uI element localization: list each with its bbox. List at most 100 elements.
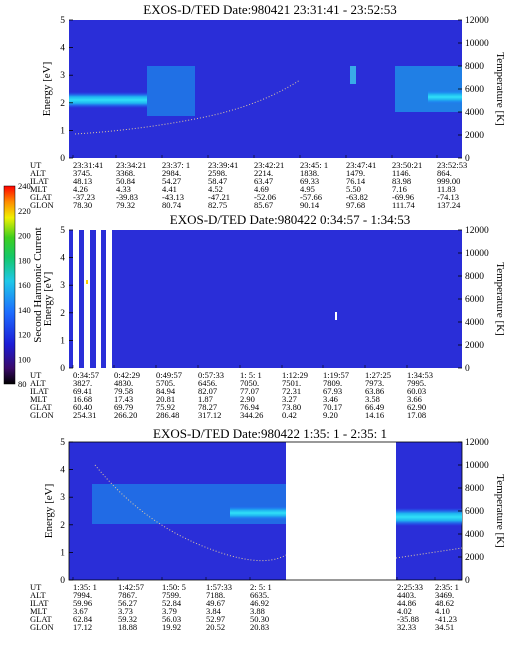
ephemeris-cell: 1:50: 5: [162, 582, 186, 592]
panel-2-stripe-4: [106, 230, 112, 368]
ephemeris-cell: 52.84: [162, 598, 182, 608]
ephemeris-cell: 254.31: [73, 410, 96, 420]
ephemeris-cell: 4.02: [397, 606, 412, 616]
ephemeris-row-label: ILAT: [30, 386, 49, 396]
ephemeris-cell: 7599.: [162, 590, 181, 600]
ephemeris-cell: 23:42:21: [254, 160, 284, 170]
y2-tick-label: 6000: [465, 507, 484, 517]
colorbar-tick-label: 220: [18, 206, 31, 216]
ephemeris-row-label: GLON: [30, 622, 54, 632]
panel-2-y2label: Temperature [K]: [494, 262, 505, 335]
ephemeris-cell: 70.17: [323, 402, 342, 412]
ephemeris-cell: 3.88: [250, 606, 265, 616]
ephemeris-cell: 44.86: [397, 598, 416, 608]
ephemeris-cell: -39.83: [116, 192, 138, 202]
y2-tick-label: 2000: [465, 553, 484, 563]
ephemeris-cell: 4.10: [435, 606, 450, 616]
panel-3: EXOS-D/TED Date:980422 1:35: 1 - 2:35: 1…: [30, 426, 505, 632]
panel-3-features: [92, 464, 463, 562]
colorbar-tick-label: 240: [18, 181, 31, 191]
y2-tick-label: 12000: [465, 226, 489, 236]
ephemeris-cell: 1146.: [392, 168, 411, 178]
y-tick-label: 0: [60, 576, 65, 586]
ephemeris-row-label: UT: [30, 582, 42, 592]
y2-tick-label: 12000: [465, 438, 489, 448]
panel-1-band-right: [395, 66, 462, 112]
y-tick-label: 5: [60, 226, 65, 236]
ephemeris-cell: 0:57:33: [198, 370, 224, 380]
panel-1-y2label: Temperature [K]: [494, 52, 505, 125]
panel-2-ylabel: Energy [eV]: [42, 272, 54, 326]
ephemeris-cell: 3.84: [206, 606, 222, 616]
colorbar-frame: [3, 185, 16, 385]
y-tick-label: 2: [60, 521, 65, 531]
ephemeris-cell: 9.20: [323, 410, 338, 420]
ephemeris-cell: -52.06: [254, 192, 276, 202]
ephemeris-cell: 23:47:41: [346, 160, 376, 170]
ephemeris-cell: 20.81: [156, 394, 175, 404]
ephemeris-cell: 0.42: [282, 410, 297, 420]
panel-1-band-left: [69, 92, 147, 108]
ephemeris-cell: -35.88: [397, 614, 419, 624]
y2-tick-label: 8000: [465, 484, 484, 494]
ephemeris-cell: 63.86: [365, 386, 384, 396]
y2-tick-label: 10000: [465, 39, 489, 49]
ephemeris-cell: -63.82: [346, 192, 368, 202]
ephemeris-cell: 56.27: [118, 598, 137, 608]
ephemeris-cell: 3.46: [323, 394, 338, 404]
ephemeris-cell: 18.88: [118, 622, 137, 632]
panel-2-stripe-3: [96, 230, 101, 368]
ephemeris-cell: 3469.: [435, 590, 454, 600]
ephemeris-cell: 14.16: [365, 410, 384, 420]
panel-3-y2label: Temperature [K]: [494, 474, 505, 547]
ephemeris-cell: 17.43: [114, 394, 133, 404]
y-tick-label: 2: [60, 99, 65, 109]
ephemeris-cell: 6635.: [250, 590, 269, 600]
ephemeris-cell: 1:27:25: [365, 370, 391, 380]
ephemeris-cell: 73.80: [282, 402, 301, 412]
ephemeris-row-label: GLON: [30, 410, 54, 420]
ephemeris-cell: 2: 5: 1: [250, 582, 272, 592]
ephemeris-cell: 2:35: 1: [435, 582, 459, 592]
ephemeris-row-label: MLT: [30, 184, 48, 194]
ephemeris-cell: 69.41: [73, 386, 92, 396]
ephemeris-cell: 2.90: [240, 394, 255, 404]
panel-2: EXOS-D/TED Date:980422 0:34:57 - 1:34:53…: [30, 212, 505, 420]
ephemeris-cell: 111.74: [392, 200, 415, 210]
ephemeris-cell: 34.51: [435, 622, 454, 632]
ephemeris-cell: 54.27: [162, 176, 181, 186]
ephemeris-cell: 0:42:29: [114, 370, 140, 380]
ephemeris-cell: 0:34:57: [73, 370, 99, 380]
ephemeris-cell: 58.47: [208, 176, 227, 186]
ephemeris-row-label: GLAT: [30, 192, 53, 202]
y-tick-label: 3: [60, 71, 65, 81]
panel-1-ephemeris-table: UTALTILATMLTGLATGLON23:31:413745.48.134.…: [30, 160, 467, 210]
ephemeris-cell: 97.68: [346, 200, 365, 210]
panel-3-temperature-trace-right: [395, 547, 463, 559]
ephemeris-cell: 0:49:57: [156, 370, 182, 380]
ephemeris-cell: 4.95: [300, 184, 315, 194]
ephemeris-cell: 67.93: [323, 386, 342, 396]
y-tick-label: 4: [60, 466, 65, 476]
panel-1-ylabel: Energy [eV]: [41, 62, 53, 116]
y2-tick-label: 8000: [465, 62, 484, 72]
panel-1-features: [69, 66, 462, 135]
panel-2-stripe-2: [84, 230, 90, 368]
ephemeris-cell: 23:39:41: [208, 160, 238, 170]
ephemeris-cell: 1:42:57: [118, 582, 144, 592]
panel-1-y-ticks: 0 1 2 3 4 5 0 2000 4000 6000 8000 10000 12000: [60, 16, 489, 164]
ephemeris-cell: 52.97: [206, 614, 225, 624]
ephemeris-cell: 78.30: [73, 200, 92, 210]
ephemeris-cell: 16.68: [73, 394, 92, 404]
ephemeris-cell: 7.16: [392, 184, 407, 194]
y2-tick-label: 4000: [465, 108, 484, 118]
ephemeris-cell: 7995.: [407, 378, 426, 388]
ephemeris-cell: 6456.: [198, 378, 217, 388]
ephemeris-cell: 1:34:53: [407, 370, 433, 380]
ephemeris-cell: 59.32: [118, 614, 137, 624]
ephemeris-cell: 4.41: [162, 184, 177, 194]
ephemeris-cell: 20.52: [206, 622, 225, 632]
panel-2-stripe-1: [73, 230, 79, 368]
ephemeris-cell: 266.20: [114, 410, 137, 420]
